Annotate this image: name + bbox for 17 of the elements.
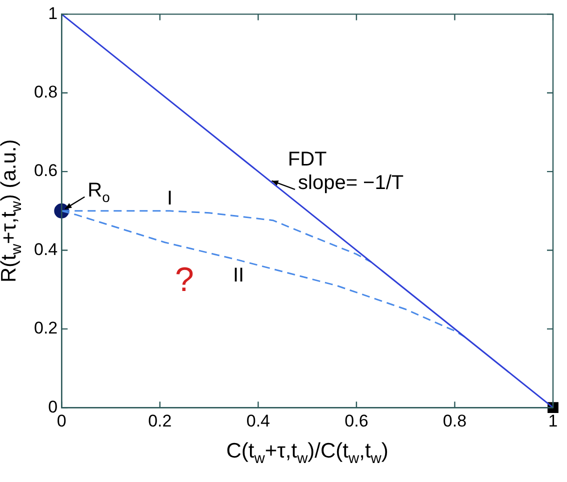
- annotation: I: [166, 187, 173, 210]
- x-tick-label: 0.6: [344, 411, 368, 430]
- annotation: ?: [175, 261, 194, 300]
- y-tick-label: 0.4: [34, 240, 58, 259]
- y-tick-label: 0.2: [34, 318, 58, 338]
- annotation: slope= −1/T: [298, 172, 404, 194]
- x-tick-label: 0.4: [246, 411, 270, 430]
- annotation: FDT: [288, 148, 327, 170]
- x-tick-label: 1: [548, 411, 558, 430]
- y-tick-label: 1: [48, 4, 58, 23]
- x-tick-label: 0.8: [442, 411, 467, 430]
- y-tick-label: 0: [48, 397, 58, 416]
- annotation: II: [232, 264, 244, 287]
- x-tick-label: 0.2: [148, 411, 172, 430]
- y-tick-label: 0.8: [34, 82, 58, 102]
- y-axis-title: R(tw+τ,tw) (a.u.): [0, 139, 26, 283]
- y-tick-label: 0.6: [34, 161, 58, 180]
